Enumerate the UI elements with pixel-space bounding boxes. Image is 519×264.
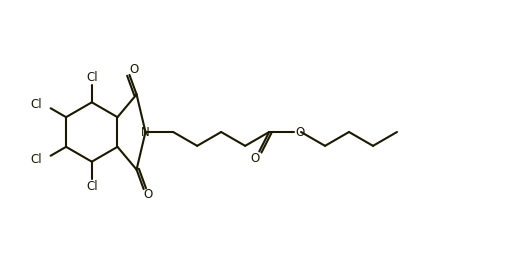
Text: O: O xyxy=(251,152,260,165)
Text: O: O xyxy=(130,63,139,77)
Text: Cl: Cl xyxy=(30,153,42,166)
Text: Cl: Cl xyxy=(86,180,98,193)
Text: O: O xyxy=(143,187,152,201)
Text: Cl: Cl xyxy=(86,71,98,84)
Text: N: N xyxy=(141,125,150,139)
Text: O: O xyxy=(295,125,305,139)
Text: Cl: Cl xyxy=(30,98,42,111)
